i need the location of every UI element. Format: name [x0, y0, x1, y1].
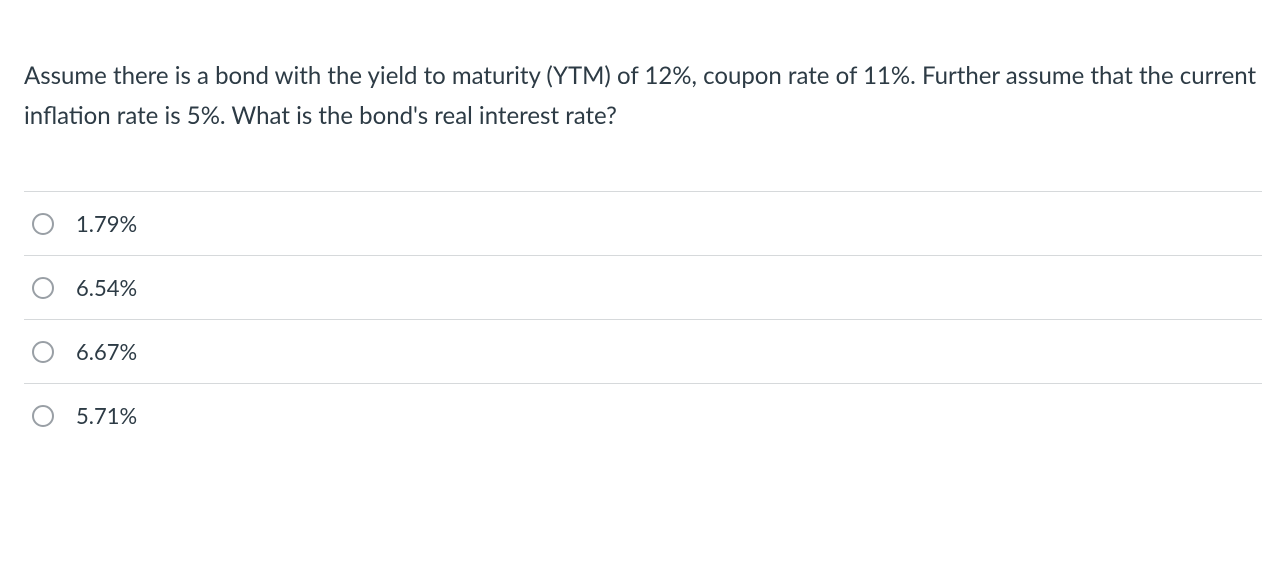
- option-label: 6.67%: [76, 338, 137, 365]
- radio-button[interactable]: [32, 277, 54, 299]
- options-list: 1.79% 6.54% 6.67% 5.71%: [24, 191, 1262, 447]
- option-row[interactable]: 1.79%: [24, 191, 1262, 255]
- question-text: Assume there is a bond with the yield to…: [24, 56, 1262, 135]
- option-row[interactable]: 6.67%: [24, 319, 1262, 383]
- option-row[interactable]: 6.54%: [24, 255, 1262, 319]
- radio-button[interactable]: [32, 405, 54, 427]
- option-label: 6.54%: [76, 274, 137, 301]
- radio-button[interactable]: [32, 213, 54, 235]
- option-label: 5.71%: [76, 402, 137, 429]
- option-label: 1.79%: [76, 210, 137, 237]
- radio-button[interactable]: [32, 341, 54, 363]
- option-row[interactable]: 5.71%: [24, 383, 1262, 447]
